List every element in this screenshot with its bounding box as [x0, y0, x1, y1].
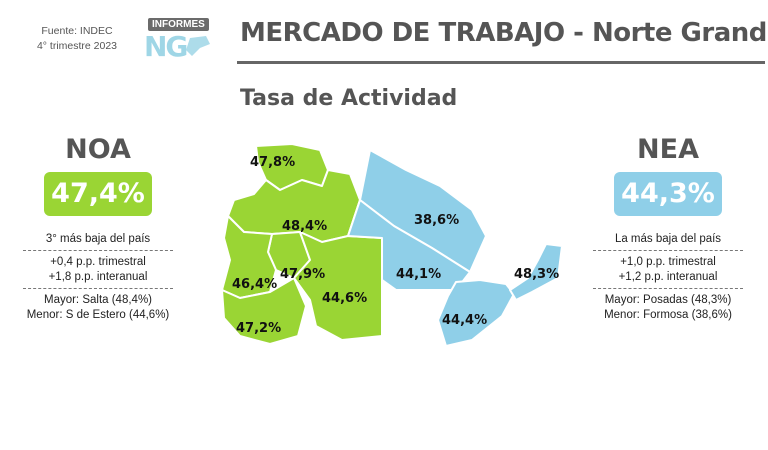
label-corrientes: 44,4%	[442, 313, 487, 328]
source-note: Fuente: INDEC 4° trimestre 2023	[22, 24, 132, 54]
province-chaco	[347, 199, 471, 291]
divider	[593, 250, 743, 251]
nea-max: Mayor: Posadas (48,3%)	[604, 294, 732, 306]
noa-quarterly-change: +0,4 p.p. trimestral	[50, 256, 146, 268]
map-silhouette-icon	[186, 36, 210, 56]
nea-quarterly-change: +1,0 p.p. trimestral	[620, 256, 716, 268]
label-chaco: 44,1%	[396, 267, 441, 282]
noa-stats: 3° más baja del país +0,4 p.p. trimestra…	[8, 232, 188, 323]
informes-ng-logo: INFORMES NG	[140, 18, 214, 64]
province-misiones	[509, 243, 563, 301]
title-divider	[237, 61, 765, 64]
nea-yearly-change: +1,2 p.p. interanual	[618, 271, 718, 283]
logo-letters: NG	[144, 30, 188, 63]
page-title: MERCADO DE TRABAJO - Norte Grande	[240, 18, 768, 48]
label-catamarca: 46,4%	[232, 277, 277, 292]
noa-max: Mayor: Salta (48,4%)	[43, 294, 152, 306]
province-corrientes	[437, 279, 515, 347]
nea-stats: La más baja del país +1,0 p.p. trimestra…	[578, 232, 758, 323]
province-santiago-del-estero	[293, 231, 383, 341]
section-subtitle: Tasa de Actividad	[240, 86, 458, 111]
source-period: 4° trimestre 2023	[36, 40, 118, 52]
nea-rank: La más baja del país	[614, 233, 722, 245]
label-formosa: 38,6%	[414, 213, 459, 228]
logo-word: INFORMES	[148, 18, 209, 31]
divider	[23, 250, 173, 251]
label-misiones: 48,3%	[514, 267, 559, 282]
noa-rank: 3° más baja del país	[45, 233, 151, 245]
nea-panel: NEA 44,3% La más baja del país +1,0 p.p.…	[578, 132, 758, 323]
nea-rate-badge: 44,3%	[614, 172, 722, 216]
source-line: Fuente: INDEC	[41, 25, 113, 37]
divider	[593, 288, 743, 289]
label-santiago: 44,6%	[322, 291, 367, 306]
nea-min: Menor: Formosa (38,6%)	[604, 309, 732, 321]
label-la-rioja: 47,2%	[236, 321, 281, 336]
noa-rate-badge: 47,4%	[44, 172, 152, 216]
noa-title: NOA	[65, 134, 131, 165]
noa-min: Menor: S de Estero (44,6%)	[26, 309, 170, 321]
nea-title: NEA	[637, 134, 699, 165]
norte-grande-map: 47,8% 48,4% 47,9% 46,4% 47,2% 44,6% 38,6…	[221, 143, 563, 347]
noa-panel: NOA 47,4% 3° más baja del país +0,4 p.p.…	[8, 132, 188, 323]
divider	[23, 288, 173, 289]
province-la-rioja	[221, 277, 307, 345]
label-jujuy: 47,8%	[250, 155, 295, 170]
label-salta: 48,4%	[282, 219, 327, 234]
label-tucuman: 47,9%	[280, 267, 325, 282]
noa-yearly-change: +1,8 p.p. interanual	[48, 271, 148, 283]
